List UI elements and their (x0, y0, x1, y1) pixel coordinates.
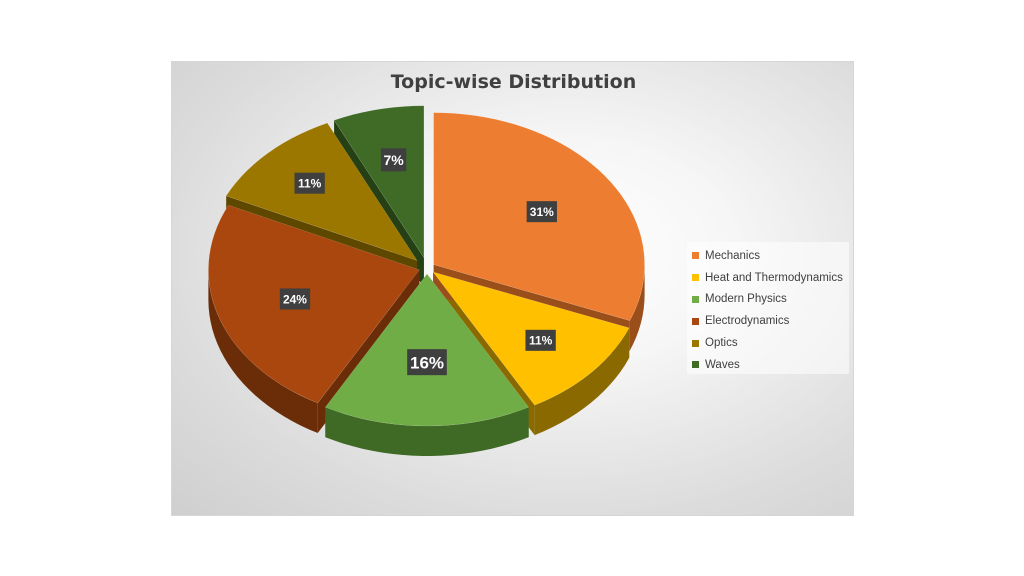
data-label-background (526, 201, 557, 223)
data-label-background (525, 329, 556, 351)
legend-label: Heat and Thermodynamics (705, 271, 843, 284)
legend-swatch (692, 361, 699, 369)
legend-swatch (692, 295, 699, 303)
chart-area: Topic-wise Distribution 31% 11% 16% 24% 11% 7… (171, 61, 854, 516)
pie-tops (208, 105, 645, 427)
legend-label: Electrodynamics (705, 315, 790, 328)
legend-item: Heat and Thermodynamics (692, 267, 849, 289)
legend-item: Mechanics (692, 245, 849, 267)
data-label: 31% (530, 205, 554, 219)
legend-item: Optics (692, 332, 849, 354)
pie-labels: 31% 11% 16% 24% 11% 7% (279, 148, 557, 376)
legend-label: Optics (705, 337, 738, 350)
legend-swatch (692, 252, 699, 260)
legend-item: Waves (692, 354, 849, 376)
data-label: 11% (529, 334, 553, 348)
legend-item: Modern Physics (692, 289, 849, 311)
legend-swatch (692, 339, 699, 347)
legend: Mechanics Heat and Thermodynamics Modern P… (687, 242, 849, 374)
pie-slice-waves (333, 105, 425, 259)
pie-chart: 31% 11% 16% 24% 11% 7% (208, 105, 645, 456)
data-label: 11% (298, 177, 322, 191)
legend-swatch (692, 274, 699, 282)
data-label-background (294, 172, 325, 194)
legend-label: Mechanics (705, 249, 760, 262)
pie-slice-side (208, 269, 318, 434)
data-label-background (279, 288, 311, 310)
data-label: 24% (283, 292, 307, 306)
data-label-background (380, 148, 407, 172)
legend-item: Electrodynamics (692, 310, 849, 332)
pie-slice-side (325, 407, 529, 456)
pie-slice-side (534, 327, 630, 436)
chart-title: Topic-wise Distribution (390, 71, 637, 93)
pie-slice-side (629, 264, 645, 351)
legend-label: Modern Physics (705, 293, 787, 306)
data-label-background (407, 349, 447, 376)
legend-label: Waves (705, 358, 740, 371)
pie-slice-electrodynamics (208, 204, 420, 404)
data-label: 16% (410, 353, 444, 372)
legend-swatch (692, 317, 699, 325)
data-label: 7% (383, 152, 404, 168)
